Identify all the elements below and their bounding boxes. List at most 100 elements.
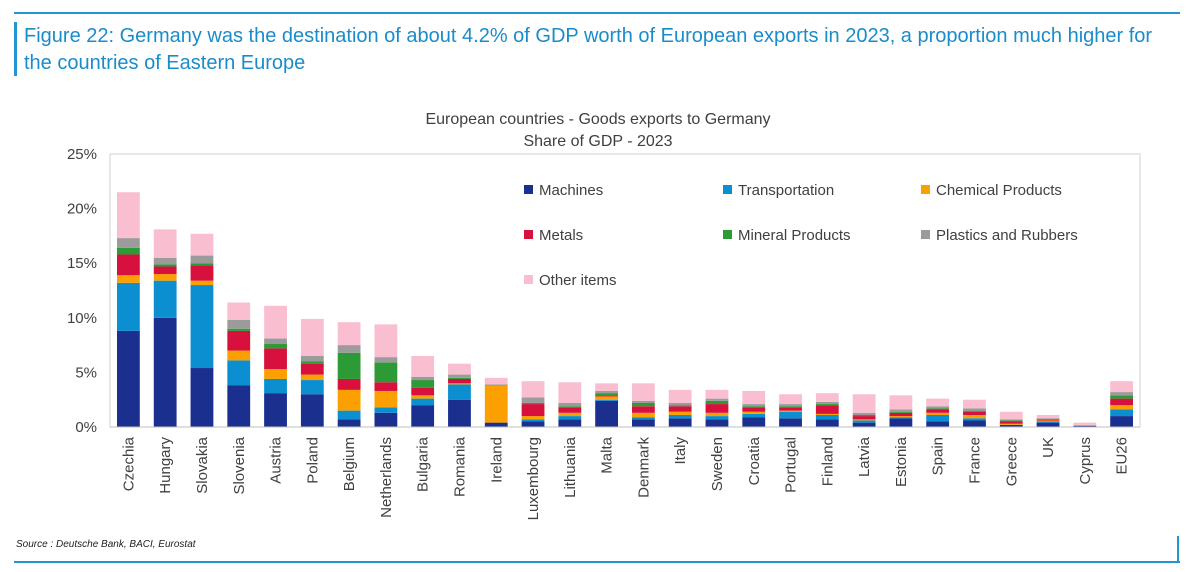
bar-segment bbox=[963, 410, 986, 412]
y-tick-label: 5% bbox=[75, 364, 97, 381]
x-tick-label: Czechia bbox=[120, 436, 137, 491]
bar-segment bbox=[448, 377, 471, 379]
bar-segment bbox=[300, 363, 324, 375]
x-tick-label: Greece bbox=[1003, 437, 1020, 486]
bar-segment bbox=[300, 361, 324, 364]
bar-segment bbox=[705, 404, 729, 413]
bar-segment bbox=[190, 285, 214, 369]
bar-segment bbox=[631, 412, 655, 418]
legend-label: Other items bbox=[539, 272, 617, 289]
bar-segment bbox=[1110, 398, 1134, 406]
bar-segment bbox=[1110, 416, 1134, 427]
y-tick-label: 15% bbox=[67, 255, 97, 272]
bar-segment bbox=[521, 419, 545, 422]
bar-segment bbox=[264, 393, 287, 427]
bar-segment bbox=[705, 416, 729, 420]
bar-segment bbox=[374, 390, 398, 408]
x-tick-label: Luxembourg bbox=[525, 437, 542, 520]
bar-segment bbox=[116, 275, 140, 283]
bar-segment bbox=[1036, 420, 1060, 422]
x-tick-label: Slovenia bbox=[231, 436, 248, 494]
bar-segment bbox=[999, 421, 1023, 424]
bar-segment bbox=[116, 254, 140, 276]
bar-segment bbox=[889, 409, 913, 412]
bar-segment bbox=[484, 377, 508, 385]
bar-segment bbox=[1110, 381, 1134, 393]
x-tick-label: Bulgaria bbox=[415, 436, 432, 492]
bar-segment bbox=[264, 344, 287, 349]
legend-label: Metals bbox=[539, 227, 583, 244]
bar-segment bbox=[926, 421, 950, 427]
bar-segment bbox=[300, 356, 324, 362]
bar-segment bbox=[521, 416, 545, 420]
bar-segment bbox=[1110, 392, 1134, 396]
bar-segment bbox=[374, 324, 398, 358]
bar-segment bbox=[337, 352, 361, 379]
bar-segment bbox=[852, 422, 876, 427]
legend-swatch bbox=[921, 185, 930, 194]
bar-segment bbox=[448, 384, 471, 400]
bar-segment bbox=[153, 274, 177, 281]
title-accent-bar bbox=[14, 22, 17, 76]
figure-title: Figure 22: Germany was the destination o… bbox=[24, 25, 1153, 74]
bar-segment bbox=[815, 413, 839, 415]
x-tick-label: Sweden bbox=[709, 437, 726, 491]
bar-segment bbox=[521, 402, 545, 405]
bar-segment bbox=[448, 363, 471, 375]
bar-segment bbox=[705, 398, 729, 401]
bar-segment bbox=[300, 318, 324, 357]
bar-segment bbox=[1036, 422, 1060, 427]
bar-segment bbox=[1110, 395, 1134, 399]
x-tick-label: Poland bbox=[304, 437, 321, 484]
bar-segment bbox=[558, 419, 582, 427]
bar-segment bbox=[889, 395, 913, 410]
bar-segment bbox=[411, 398, 435, 406]
bar-segment bbox=[963, 418, 986, 421]
x-tick-label: Finland bbox=[819, 437, 836, 486]
bar-segment bbox=[852, 419, 876, 421]
bar-segment bbox=[631, 417, 655, 420]
bar-segment bbox=[1036, 419, 1060, 421]
bar-segment bbox=[411, 395, 435, 399]
legend-label: Chemical Products bbox=[936, 182, 1062, 199]
bar-segment bbox=[779, 394, 802, 405]
bar-segment bbox=[190, 263, 214, 266]
bar-segment bbox=[337, 378, 361, 390]
bar-segment bbox=[337, 389, 361, 411]
bar-segment bbox=[337, 419, 361, 427]
bar-segment bbox=[889, 416, 913, 418]
x-tick-label: France bbox=[966, 437, 983, 484]
bar-segment bbox=[190, 255, 214, 264]
bar-segment bbox=[742, 404, 766, 407]
bar-segment bbox=[558, 412, 582, 417]
bar-segment bbox=[815, 404, 839, 406]
bar-segment bbox=[227, 385, 251, 427]
bar-segment bbox=[1073, 424, 1097, 426]
bar-segment bbox=[999, 424, 1023, 427]
bar-segment bbox=[742, 413, 766, 418]
x-tick-label: Belgium bbox=[341, 437, 358, 491]
bar-segment bbox=[484, 384, 508, 386]
y-tick-label: 10% bbox=[67, 310, 97, 327]
bar-segment bbox=[852, 394, 876, 413]
bar-segment bbox=[448, 399, 471, 427]
legend-swatch bbox=[524, 230, 533, 239]
bar-segment bbox=[963, 420, 986, 427]
bar-segment bbox=[705, 419, 729, 427]
bar-segment bbox=[227, 360, 251, 386]
bar-segment bbox=[374, 357, 398, 363]
bar-segment bbox=[448, 374, 471, 378]
bar-segment bbox=[116, 247, 140, 255]
legend-swatch bbox=[524, 275, 533, 284]
bar-segment bbox=[374, 407, 398, 413]
bar-segment bbox=[1036, 414, 1060, 419]
bar-segment bbox=[227, 350, 251, 361]
bar-segment bbox=[889, 418, 913, 427]
bar-segment bbox=[668, 418, 692, 427]
y-tick-label: 0% bbox=[75, 419, 97, 436]
legend-label: Plastics and Rubbers bbox=[936, 227, 1078, 244]
bar-segment bbox=[558, 402, 582, 407]
bar-segment bbox=[963, 414, 986, 419]
bar-segment bbox=[926, 408, 950, 410]
bar-segment bbox=[852, 416, 876, 420]
